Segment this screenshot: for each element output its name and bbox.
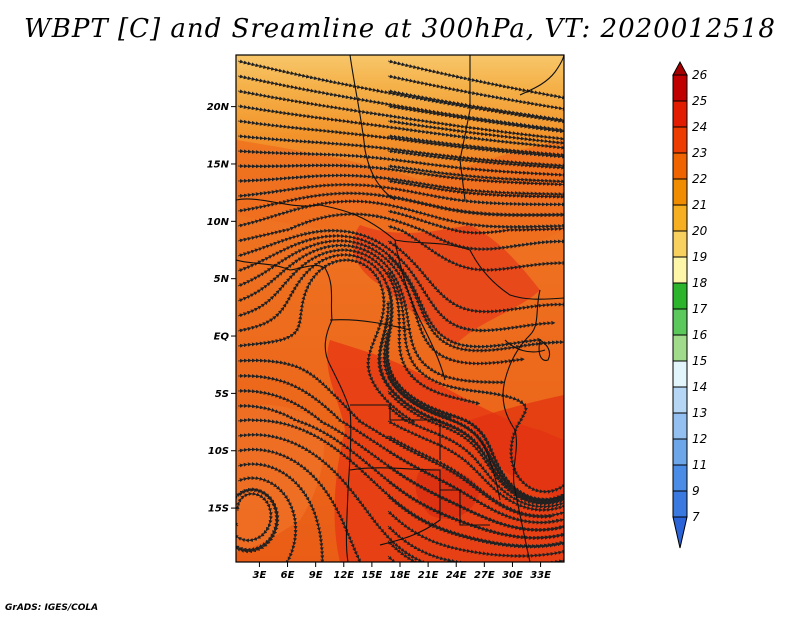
latitude-axis: 20N 15N 10N 5N EQ 5S 10S 15S	[207, 102, 236, 515]
longitude-axis: 3E 6E 9E 12E 15E 18E 21E 24E 27E 30E 33E	[253, 562, 551, 581]
lon-label: 18E	[390, 570, 411, 581]
colorbar-swatch	[672, 256, 688, 284]
streamlines-layer	[236, 61, 564, 562]
colorbar-swatch	[672, 152, 688, 180]
lon-label: 24E	[446, 570, 467, 581]
colorbar-swatch	[672, 464, 688, 492]
grads-credit: GrADS: IGES/COLA	[5, 603, 99, 613]
border-line	[394, 239, 446, 381]
lon-label: 30E	[502, 570, 523, 581]
border-line	[479, 439, 501, 501]
atlantic-coastline	[236, 259, 352, 562]
lat-label: 20N	[207, 102, 230, 113]
colorbar-swatch	[672, 412, 688, 440]
colorbar-swatch	[672, 282, 688, 310]
colorbar-label: 17	[692, 302, 708, 316]
colorbar-swatch	[672, 204, 688, 232]
lake-outline	[504, 339, 546, 353]
colorbar-swatch	[672, 490, 688, 518]
colorbar-swatch	[672, 334, 688, 362]
lat-label: 15N	[207, 159, 230, 170]
colorbar-swatch	[672, 308, 688, 336]
colorbar: 26 25 24 23 22 21 20 19 18 17 16 15 14 13 12 11 9 7	[672, 60, 708, 549]
colorbar-label: 15	[692, 354, 707, 368]
lat-label: 10N	[207, 217, 230, 228]
colorbar-label: 12	[692, 432, 707, 446]
streamline	[236, 490, 277, 552]
colorbar-label: 9	[692, 484, 700, 498]
lon-label: 15E	[362, 570, 383, 581]
coastlines-borders	[236, 55, 564, 562]
lon-label: 21E	[418, 570, 439, 581]
lat-label: 5S	[215, 389, 229, 400]
lake-victoria	[538, 339, 551, 361]
colorbar-max-arrow	[672, 60, 688, 76]
colorbar-label: 18	[692, 276, 708, 290]
lon-label: 6E	[281, 570, 295, 581]
colorbar-swatch	[672, 386, 688, 414]
lon-label: 27E	[474, 570, 495, 581]
colorbar-swatch	[672, 100, 688, 128]
colorbar-swatch	[672, 438, 688, 466]
colorbar-label: 11	[692, 458, 707, 472]
lat-label: EQ	[214, 332, 230, 343]
lat-label: 15S	[208, 504, 229, 515]
colorbar-label: 24	[692, 120, 707, 134]
lon-label: 9E	[309, 570, 323, 581]
colorbar-swatch	[672, 178, 688, 206]
border-line	[519, 55, 564, 96]
colorbar-label: 14	[692, 380, 707, 394]
colorbar-swatch	[672, 74, 688, 102]
colorbar-swatch	[672, 360, 688, 388]
colorbar-label: 16	[692, 328, 708, 342]
border-line	[349, 55, 396, 201]
lon-label: 3E	[253, 570, 267, 581]
colorbar-label: 21	[692, 198, 707, 212]
colorbar-label: 13	[692, 406, 707, 420]
east-coastline	[502, 289, 541, 562]
lat-label: 5N	[214, 274, 230, 285]
colorbar-label: 19	[692, 250, 707, 264]
colorbar-swatch	[672, 126, 688, 154]
border-line	[440, 489, 490, 526]
colorbar-label: 20	[692, 224, 708, 238]
streamline	[237, 260, 413, 422]
colorbar-label: 26	[692, 68, 708, 82]
streamline	[237, 478, 296, 562]
lon-label: 33E	[530, 570, 551, 581]
lon-label: 12E	[333, 570, 354, 581]
border-line	[349, 467, 441, 546]
border-line	[350, 404, 441, 460]
colorbar-min-arrow	[672, 516, 688, 549]
border-line	[329, 319, 411, 331]
colorbar-label: 7	[692, 510, 700, 524]
colorbar-label: 23	[692, 146, 707, 160]
border-line	[236, 198, 471, 251]
colorbar-label: 22	[692, 172, 707, 186]
lat-label: 10S	[208, 446, 229, 457]
border-line	[469, 249, 564, 300]
colorbar-swatch	[672, 230, 688, 258]
colorbar-label: 25	[692, 94, 707, 108]
streamline	[387, 540, 426, 562]
border-line	[459, 55, 471, 201]
map-title: WBPT [C] and Sreamline at 300hPa, VT: 20…	[24, 14, 776, 44]
